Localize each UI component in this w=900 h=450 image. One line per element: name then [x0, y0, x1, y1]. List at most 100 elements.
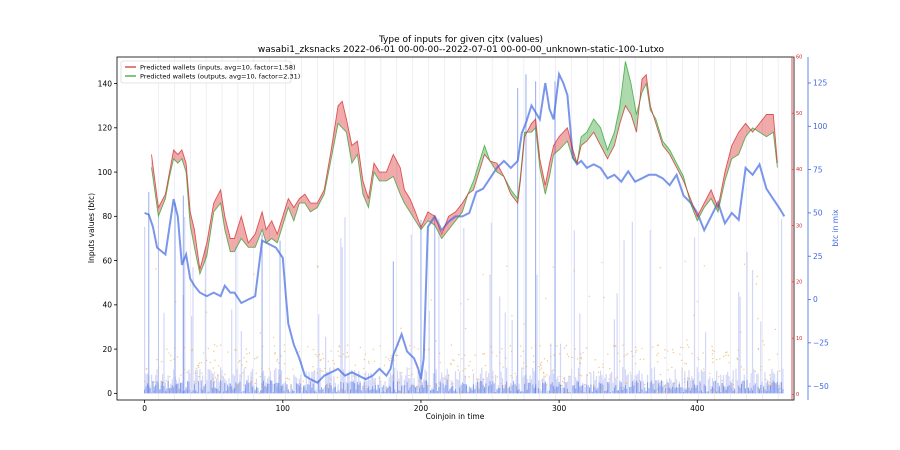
volume-bar [669, 377, 671, 394]
volume-bar-low [575, 388, 577, 394]
scatter-dot [568, 375, 570, 378]
volume-bar-low [442, 383, 444, 394]
scatter-dot [693, 314, 695, 317]
volume-bar-low [449, 388, 451, 394]
volume-bar-low [582, 385, 584, 394]
volume-bar-low [290, 384, 292, 394]
volume-bar [155, 375, 157, 394]
volume-bar-low [644, 387, 646, 394]
fill-segment [404, 189, 406, 206]
volume-bar [518, 383, 520, 394]
fill-segment [241, 216, 243, 241]
volume-bar-low [438, 387, 440, 394]
volume-bar [325, 336, 327, 394]
scatter-dot [418, 380, 420, 383]
fill-segment [376, 167, 379, 179]
volume-bar [551, 369, 553, 394]
scatter-dot [393, 377, 395, 379]
scatter-dot [509, 345, 512, 347]
scatter-dot [364, 388, 366, 390]
volume-bar-low [383, 384, 385, 394]
volume-bar-low [745, 388, 747, 394]
volume-bar [338, 390, 341, 394]
fill-segment [270, 220, 272, 240]
volume-bar [540, 390, 542, 394]
scatter-dot [623, 355, 625, 357]
volume-bar-low [622, 389, 624, 394]
volume-bar [681, 367, 683, 394]
volume-bar [391, 375, 393, 394]
volume-bar [418, 377, 421, 394]
fill-segment [461, 203, 463, 214]
scatter-dot [727, 354, 730, 357]
scatter-dot [504, 385, 507, 387]
volume-bar-low [660, 380, 662, 394]
scatter-dot [659, 267, 662, 269]
scatter-dot [300, 388, 303, 390]
volume-bar [750, 373, 752, 394]
volume-bar-low [587, 385, 589, 394]
volume-bar-low [374, 384, 376, 394]
volume-bar-low [359, 382, 361, 394]
volume-bar [566, 381, 569, 394]
scatter-dot [641, 347, 643, 350]
scatter-dot [183, 368, 185, 371]
scatter-dot [290, 385, 292, 388]
fill-segment [679, 168, 681, 176]
red-tick-label: 30 [796, 223, 802, 229]
volume-bar-low [620, 382, 622, 394]
volume-bar [341, 247, 343, 394]
volume-bar-low [479, 380, 481, 394]
fill-segment [267, 225, 269, 242]
x-tick-label: 300 [552, 404, 567, 413]
volume-bar-low [579, 386, 581, 394]
volume-bar [682, 387, 685, 394]
fill-segment [740, 128, 742, 151]
scatter-dot [664, 357, 666, 359]
scatter-dot [241, 364, 243, 366]
scatter-dot [261, 380, 263, 383]
volume-bar [557, 376, 559, 394]
scatter-dot [564, 391, 567, 393]
volume-bar-low [601, 383, 603, 394]
scatter-dot [652, 391, 655, 393]
volume-bar [727, 371, 729, 394]
scatter-dot [464, 327, 467, 330]
volume-bar-low [484, 386, 486, 394]
volume-bar-low [214, 387, 216, 394]
volume-bar [515, 375, 517, 394]
fill-segment [235, 229, 238, 250]
volume-bar-low [618, 390, 620, 394]
volume-bar [688, 369, 690, 394]
volume-bar-low [522, 391, 524, 394]
scatter-dot [379, 345, 381, 347]
scatter-dot [346, 344, 349, 346]
scatter-dot [504, 388, 506, 391]
volume-bar-low [430, 390, 432, 394]
volume-bar [249, 382, 251, 394]
plot-border [116, 56, 795, 401]
volume-bar [294, 376, 296, 394]
volume-bar-low [377, 384, 379, 394]
volume-bar [308, 372, 310, 394]
volume-bar-low [757, 386, 759, 394]
volume-bar-low [723, 385, 725, 394]
mix-tick-label: 25 [813, 252, 823, 261]
volume-bar [164, 382, 166, 394]
scatter-dot [576, 358, 579, 360]
scatter-dot [659, 391, 662, 394]
scatter-dot [712, 361, 714, 363]
volume-bar [720, 374, 722, 394]
fill-segment [266, 227, 268, 243]
scatter-dot [363, 373, 365, 376]
scatter-dot [345, 389, 347, 391]
scatter-dot [352, 375, 355, 377]
fill-segment [252, 235, 254, 248]
scatter-dot [638, 379, 641, 382]
scatter-dot [213, 344, 216, 346]
scatter-dot [649, 382, 652, 385]
volume-bar [456, 378, 458, 394]
volume-bar-low [743, 381, 745, 394]
scatter-dot [634, 362, 637, 365]
fill-segment [629, 78, 631, 115]
